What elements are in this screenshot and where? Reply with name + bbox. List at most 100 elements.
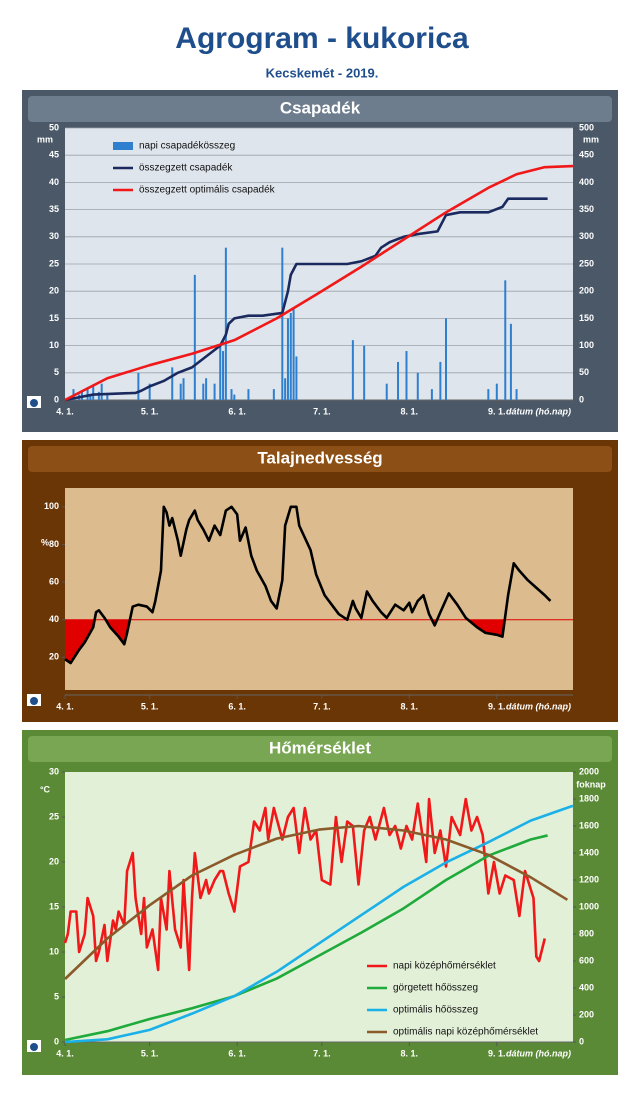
bar [182,378,185,400]
y2-tick-label: 250 [579,258,594,268]
plot-area [65,488,573,690]
bar [504,280,507,400]
logo [27,1040,41,1052]
y2-tick-label: 0 [579,1036,584,1046]
y-tick-label: 5 [54,367,59,377]
y2-tick-label: 300 [579,231,594,241]
x-tick-label: 4. 1. [56,1048,74,1058]
y-tick-label: 0 [54,1036,59,1046]
y-tick-label: 20 [49,652,59,662]
bar [416,372,419,400]
y-tick-label: 20 [49,856,59,866]
y-tick-label: 60 [49,576,59,586]
panel-header [28,736,612,762]
page-title: Agrogram - kukorica [175,22,469,55]
y2-tick-label: 1200 [579,874,599,884]
y2-tick-label: 450 [579,150,594,160]
panel-title: Talajnedvesség [257,448,382,467]
x-tick-label: 5. 1. [141,701,159,711]
legend-label: napi középhőmérséklet [393,961,496,972]
bar [224,247,227,400]
x-tick-label: 8. 1. [401,701,419,711]
bar [385,383,388,400]
legend-swatch [113,142,133,150]
y2-tick-label: 100 [579,340,594,350]
x-tick-label: 9. 1. [488,406,506,416]
x-tick-label: 4. 1. [56,701,74,711]
y-tick-label: 40 [49,177,59,187]
bar [179,383,182,400]
y2-tick-label: 600 [579,955,594,965]
series-line [64,164,574,402]
legend-label: optimális hőösszeg [393,1005,478,1016]
bar [202,383,205,400]
y-tick-label: 40 [49,614,59,624]
x-tick-label: 5. 1. [141,1048,159,1058]
x-axis-label: dátum (hó.nap) [506,1048,571,1058]
series-line [64,824,569,980]
bar [233,394,236,400]
y-tick-label: 25 [49,811,59,821]
y-tick-label: 15 [49,313,59,323]
bar [213,383,216,400]
bar [363,345,366,400]
bar [351,340,354,400]
bar [281,247,284,400]
panel-header [28,96,612,122]
x-axis-label: dátum (hó.nap) [506,701,571,711]
y2-axis-label: foknap [576,779,606,789]
x-tick-label: 6. 1. [228,406,246,416]
bar [284,378,287,400]
x-tick-label: 4. 1. [56,406,74,416]
bar [289,312,292,400]
y2-tick-label: 1600 [579,820,599,830]
logo [27,396,41,408]
bar [171,367,174,400]
y2-tick-label: 200 [579,1009,594,1019]
y-tick-label: 35 [49,204,59,214]
y-tick-label: 10 [49,946,59,956]
bar [106,394,109,400]
bar [230,389,233,400]
y2-tick-label: 2000 [579,766,599,776]
panel-header [28,446,612,472]
page-subtitle: Kecskemét - 2019. [266,65,379,80]
bar [295,356,298,400]
y2-tick-label: 150 [579,313,594,323]
bar [445,318,447,400]
series-line [64,505,552,665]
bar [148,383,151,400]
x-tick-label: 6. 1. [228,1048,246,1058]
y2-tick-label: 350 [579,204,594,214]
y2-tick-label: 400 [579,982,594,992]
x-tick-label: 7. 1. [313,406,331,416]
y-tick-label: 10 [49,340,59,350]
bar [405,351,408,400]
y-tick-label: 30 [49,231,59,241]
y2-axis-label: mm [583,134,599,144]
series-line [63,797,547,972]
y-axis-label: % [41,537,49,547]
y-tick-label: 30 [49,766,59,776]
y2-tick-label: 800 [579,928,594,938]
bar [430,389,433,400]
y-tick-label: 15 [49,901,59,911]
x-tick-label: 8. 1. [401,406,419,416]
y-tick-label: 50 [49,122,59,132]
panel-title: Hőmérséklet [269,738,371,757]
x-tick-label: 8. 1. [401,1048,419,1058]
y2-tick-label: 50 [579,367,589,377]
bar [397,361,400,400]
bar [247,389,250,400]
x-tick-label: 9. 1. [488,701,506,711]
y2-tick-label: 1800 [579,793,599,803]
bar [193,274,196,400]
series-line [64,804,574,1044]
bar [100,383,103,400]
y-tick-label: 100 [44,501,59,511]
legend-label: összegzett csapadék [139,163,233,174]
bar [515,389,518,400]
bar [205,378,208,400]
bar [286,318,289,400]
